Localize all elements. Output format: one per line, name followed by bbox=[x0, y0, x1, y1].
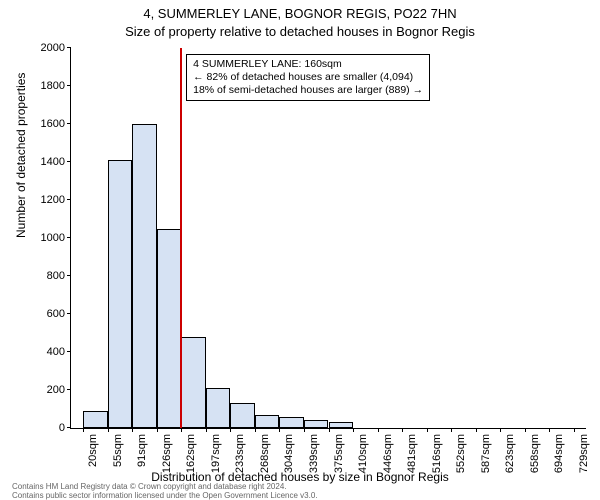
histogram-bar bbox=[132, 124, 157, 428]
x-tick-label: 623sqm bbox=[504, 434, 516, 473]
y-tick-label: 1800 bbox=[41, 80, 65, 92]
y-tick-label: 1400 bbox=[41, 156, 65, 168]
y-tick-label: 1200 bbox=[41, 194, 65, 206]
y-tick-label: 200 bbox=[47, 384, 65, 396]
x-tick-mark bbox=[574, 428, 575, 432]
x-tick-label: 339sqm bbox=[308, 434, 320, 473]
x-tick-mark bbox=[255, 428, 256, 432]
histogram-bar bbox=[157, 229, 182, 429]
histogram-bar bbox=[230, 403, 255, 428]
reference-line bbox=[180, 48, 182, 428]
plot-area: 020040060080010001200140016001800200020s… bbox=[70, 48, 586, 429]
chart-title-line2: Size of property relative to detached ho… bbox=[0, 24, 600, 39]
histogram-bar bbox=[181, 337, 206, 428]
x-tick-label: 694sqm bbox=[553, 434, 565, 473]
y-tick-label: 800 bbox=[47, 270, 65, 282]
x-tick-label: 197sqm bbox=[210, 434, 222, 473]
x-tick-label: 516sqm bbox=[431, 434, 443, 473]
y-axis-label: Number of detached properties bbox=[14, 73, 28, 238]
y-tick-mark bbox=[67, 85, 71, 86]
y-tick-label: 0 bbox=[59, 422, 65, 434]
annotation-box: 4 SUMMERLEY LANE: 160sqm← 82% of detache… bbox=[186, 54, 430, 101]
chart-title-line1: 4, SUMMERLEY LANE, BOGNOR REGIS, PO22 7H… bbox=[0, 6, 600, 21]
y-tick-mark bbox=[67, 351, 71, 352]
footer-line1: Contains HM Land Registry data © Crown c… bbox=[12, 482, 318, 491]
x-tick-mark bbox=[378, 428, 379, 432]
y-tick-label: 1600 bbox=[41, 118, 65, 130]
x-tick-mark bbox=[525, 428, 526, 432]
x-tick-mark bbox=[83, 428, 84, 432]
y-tick-mark bbox=[67, 427, 71, 428]
x-tick-mark bbox=[181, 428, 182, 432]
footer-attribution: Contains HM Land Registry data © Crown c… bbox=[12, 482, 318, 500]
x-tick-label: 126sqm bbox=[161, 434, 173, 473]
y-tick-mark bbox=[67, 389, 71, 390]
y-tick-label: 600 bbox=[47, 308, 65, 320]
x-tick-mark bbox=[329, 428, 330, 432]
x-tick-mark bbox=[451, 428, 452, 432]
x-tick-mark bbox=[304, 428, 305, 432]
histogram-bar bbox=[206, 388, 231, 428]
annotation-line1: 4 SUMMERLEY LANE: 160sqm bbox=[193, 58, 423, 71]
histogram-bar bbox=[279, 417, 304, 428]
x-tick-label: 375sqm bbox=[333, 434, 345, 473]
histogram-bar bbox=[108, 160, 133, 428]
x-tick-label: 446sqm bbox=[382, 434, 394, 473]
x-tick-label: 91sqm bbox=[136, 434, 148, 467]
x-tick-mark bbox=[476, 428, 477, 432]
x-tick-label: 587sqm bbox=[480, 434, 492, 473]
x-tick-label: 410sqm bbox=[357, 434, 369, 473]
y-tick-mark bbox=[67, 237, 71, 238]
x-tick-label: 233sqm bbox=[234, 434, 246, 473]
histogram-bar bbox=[255, 415, 280, 428]
x-tick-mark bbox=[427, 428, 428, 432]
y-tick-mark bbox=[67, 47, 71, 48]
y-tick-label: 2000 bbox=[41, 42, 65, 54]
chart-container: 4, SUMMERLEY LANE, BOGNOR REGIS, PO22 7H… bbox=[0, 0, 600, 500]
x-tick-mark bbox=[500, 428, 501, 432]
y-tick-mark bbox=[67, 199, 71, 200]
x-tick-mark bbox=[353, 428, 354, 432]
annotation-line2: ← 82% of detached houses are smaller (4,… bbox=[193, 71, 423, 84]
histogram-bar bbox=[304, 420, 329, 428]
x-tick-label: 658sqm bbox=[529, 434, 541, 473]
x-tick-mark bbox=[230, 428, 231, 432]
x-tick-mark bbox=[108, 428, 109, 432]
x-tick-label: 162sqm bbox=[185, 434, 197, 473]
footer-line2: Contains public sector information licen… bbox=[12, 491, 318, 500]
x-tick-mark bbox=[157, 428, 158, 432]
x-tick-label: 268sqm bbox=[259, 434, 271, 473]
y-tick-mark bbox=[67, 123, 71, 124]
y-tick-mark bbox=[67, 161, 71, 162]
x-tick-mark bbox=[132, 428, 133, 432]
x-tick-label: 729sqm bbox=[578, 434, 590, 473]
x-tick-mark bbox=[206, 428, 207, 432]
y-tick-label: 400 bbox=[47, 346, 65, 358]
x-tick-label: 304sqm bbox=[283, 434, 295, 473]
y-tick-mark bbox=[67, 275, 71, 276]
histogram-bar bbox=[83, 411, 108, 428]
histogram-bar bbox=[329, 422, 354, 428]
x-tick-label: 552sqm bbox=[455, 434, 467, 473]
annotation-line3: 18% of semi-detached houses are larger (… bbox=[193, 84, 423, 97]
x-tick-mark bbox=[402, 428, 403, 432]
x-tick-mark bbox=[549, 428, 550, 432]
x-tick-mark bbox=[279, 428, 280, 432]
x-tick-label: 481sqm bbox=[406, 434, 418, 473]
x-tick-label: 55sqm bbox=[112, 434, 124, 467]
y-tick-mark bbox=[67, 313, 71, 314]
x-tick-label: 20sqm bbox=[87, 434, 99, 467]
y-tick-label: 1000 bbox=[41, 232, 65, 244]
